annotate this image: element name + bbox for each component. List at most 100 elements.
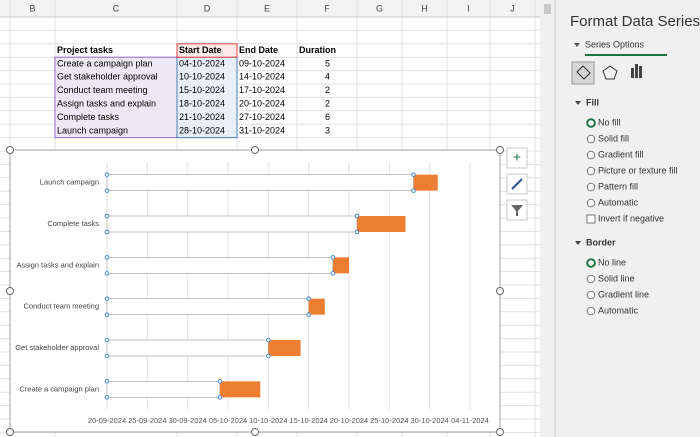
table-cell: 10-10-2024 xyxy=(179,72,225,82)
radio[interactable] xyxy=(586,274,596,284)
y-tick-label: Create a campaign plan xyxy=(19,384,99,393)
bucket-icon xyxy=(576,65,591,80)
column-header: B xyxy=(29,3,35,13)
radio-label: Gradient line xyxy=(598,289,649,299)
bar-offset xyxy=(106,256,334,274)
table-cell: 5 xyxy=(325,58,330,68)
task-range xyxy=(54,56,178,139)
radio-label: Picture or texture fill xyxy=(598,165,678,175)
options-tab[interactable] xyxy=(631,68,634,78)
scrollbar xyxy=(540,0,555,437)
radio-label: Solid fill xyxy=(598,133,629,143)
radio[interactable] xyxy=(586,258,596,268)
point-handle xyxy=(104,395,110,400)
pane-title: Format Data Series xyxy=(570,13,700,30)
point-handle xyxy=(306,296,311,301)
radio-label: Gradient fill xyxy=(598,149,644,159)
table-header: Start Date xyxy=(179,45,222,55)
x-tick-label: 20-10-2024 xyxy=(330,416,368,425)
point-handle xyxy=(104,337,110,343)
brush-icon xyxy=(511,178,523,190)
table-cell: Get stakeholder approval xyxy=(57,72,158,82)
point-handle xyxy=(104,172,110,177)
point-handle xyxy=(306,312,311,317)
radio[interactable] xyxy=(586,150,596,160)
radio[interactable] xyxy=(586,182,596,192)
point-handle xyxy=(411,172,416,177)
table-cell: 17-10-2024 xyxy=(239,85,285,95)
resize-handle[interactable] xyxy=(496,146,504,154)
radio[interactable] xyxy=(586,118,596,128)
table-cell: Conduct team meeting xyxy=(57,85,148,95)
point-handle xyxy=(104,296,110,301)
bar-offset xyxy=(106,215,358,233)
radio-label: Solid line xyxy=(598,273,635,283)
resize-handle[interactable] xyxy=(496,287,504,295)
column-header: G xyxy=(376,3,383,13)
y-tick-label: Complete tasks xyxy=(47,219,99,228)
bar-offset xyxy=(106,380,221,398)
bar-offset xyxy=(106,174,414,192)
table-cell: 31-10-2024 xyxy=(239,125,285,135)
resize-handle[interactable] xyxy=(496,428,504,436)
y-tick-label: Get stakeholder approval xyxy=(15,343,99,352)
column-header: I xyxy=(467,3,470,13)
column-header: D xyxy=(204,3,211,13)
radio[interactable] xyxy=(586,134,596,144)
resize-handle[interactable] xyxy=(251,146,259,154)
section-heading: Border xyxy=(586,237,616,247)
x-tick-label: 30-09-2024 xyxy=(168,416,206,425)
resize-handle[interactable] xyxy=(6,428,14,436)
radio[interactable] xyxy=(586,166,596,176)
x-tick-label: 05-10-2024 xyxy=(209,416,247,425)
bar-duration xyxy=(308,298,325,315)
table-header: End Date xyxy=(239,45,278,55)
bar-duration xyxy=(413,174,438,191)
date-range xyxy=(176,56,238,139)
point-handle xyxy=(104,312,110,317)
x-tick-label: 10-10-2024 xyxy=(249,416,287,425)
point-handle xyxy=(217,395,223,400)
chart-elements-button[interactable] xyxy=(506,147,528,169)
resize-handle[interactable] xyxy=(251,428,259,436)
point-handle xyxy=(104,353,110,359)
table-cell: 15-10-2024 xyxy=(179,85,225,95)
table-cell: 21-10-2024 xyxy=(179,112,225,122)
radio-label: No fill xyxy=(598,117,621,127)
table-cell: Launch campaign xyxy=(57,125,128,135)
options-tab xyxy=(635,64,638,78)
x-tick-label: 15-10-2024 xyxy=(289,416,327,425)
table-cell: 2 xyxy=(325,85,330,95)
section-caret[interactable] xyxy=(575,241,581,245)
tab-caret xyxy=(574,43,580,47)
column-header: E xyxy=(264,3,270,13)
table-cell: Create a campaign plan xyxy=(57,58,153,68)
date-header xyxy=(176,43,238,58)
point-handle xyxy=(411,188,416,193)
radio-label: Pattern fill xyxy=(598,181,638,191)
column-header: H xyxy=(421,3,428,13)
fill-line-tab[interactable] xyxy=(571,61,595,85)
table-cell: 3 xyxy=(325,125,330,135)
table-cell: 14-10-2024 xyxy=(239,72,285,82)
point-handle xyxy=(104,229,110,235)
checkbox[interactable] xyxy=(586,214,596,224)
x-tick-label: 20-09-2024 xyxy=(88,416,126,425)
pane-tab[interactable]: Series Options xyxy=(585,39,645,49)
table-cell: 04-10-2024 xyxy=(179,58,225,68)
resize-handle[interactable] xyxy=(6,287,14,295)
resize-handle[interactable] xyxy=(6,146,14,154)
point-handle xyxy=(104,379,110,384)
bar-duration xyxy=(219,381,261,398)
radio[interactable] xyxy=(586,290,596,300)
radio[interactable] xyxy=(586,306,596,316)
section-caret[interactable] xyxy=(575,101,581,105)
effects-tab[interactable] xyxy=(602,65,618,80)
scroll-thumb[interactable] xyxy=(544,4,551,14)
table-cell: Complete tasks xyxy=(57,112,120,122)
x-tick-label: 25-10-2024 xyxy=(370,416,408,425)
x-tick-label: 25-09-2024 xyxy=(128,416,166,425)
radio[interactable] xyxy=(586,198,596,208)
